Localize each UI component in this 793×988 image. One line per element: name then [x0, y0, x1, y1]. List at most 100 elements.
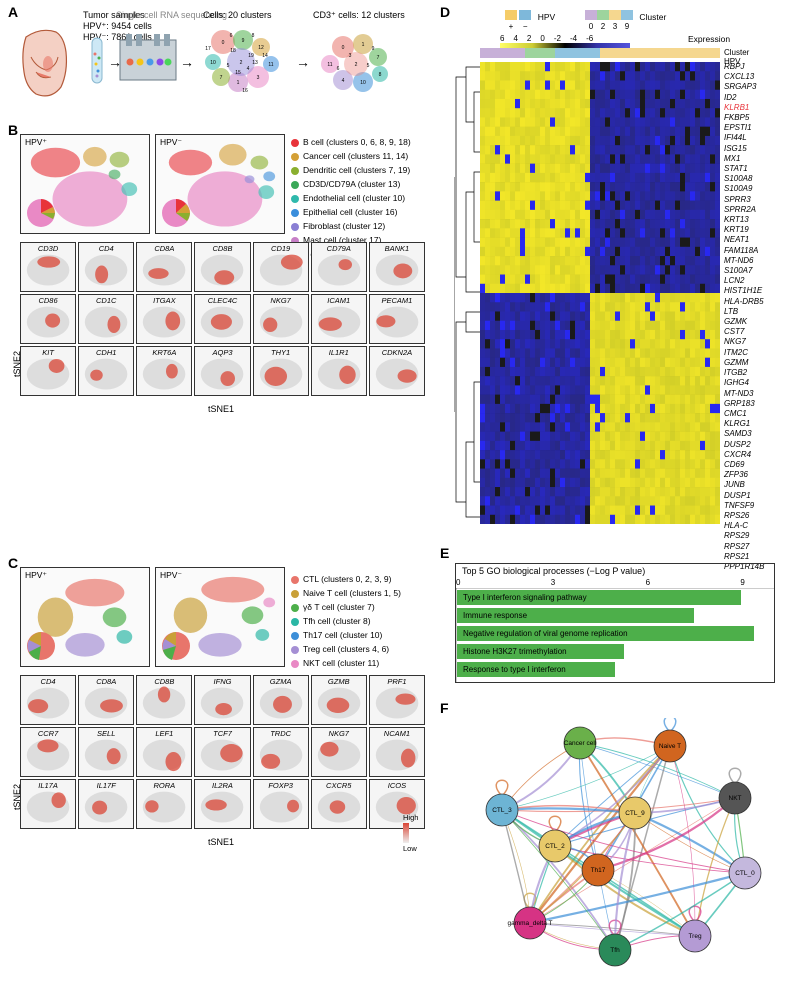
heatmap-gene: SPRR2A	[724, 205, 764, 215]
gene-cell: AQP3	[194, 346, 250, 396]
legend-dot	[291, 209, 299, 217]
gene-cell: IL2RA	[194, 779, 250, 829]
heatmap-gene: CXCL13	[724, 72, 764, 82]
gene-scatter	[137, 780, 191, 826]
network-node-label: Naive T	[659, 743, 681, 750]
cluster-bar-label: Cluster	[724, 48, 749, 57]
y-axis-c: tSNE2	[12, 784, 22, 810]
gene-scatter	[312, 295, 366, 341]
go-bar: Response to type I interferon	[457, 662, 615, 677]
panel-f-label: F	[440, 700, 449, 716]
go-tick: 0	[456, 578, 460, 587]
legend-item: Epithelial cell (cluster 16)	[291, 206, 420, 219]
network-diagram: Cancer cellNaive TNKTCTL_0TregTfhgamma_d…	[460, 718, 770, 973]
svg-text:7: 7	[377, 55, 380, 61]
legend-dot	[291, 618, 299, 626]
svg-text:0: 0	[342, 45, 345, 51]
gene-list: RBPJCXCL13SRGAP3ID2KLRB1FKBP5EPSTI1IFI44…	[724, 62, 764, 572]
hpv-minus: −	[519, 22, 531, 31]
gene-cell: RORA	[136, 779, 192, 829]
gene-cell: CD8B	[194, 242, 250, 292]
expr-tick: -6	[586, 34, 593, 43]
hpv-pos-text: HPV⁺: 9454 cells	[83, 21, 152, 32]
heatmap-gene: DUSP2	[724, 440, 764, 450]
hpv-plus: +	[505, 22, 517, 31]
gene-scatter	[195, 347, 249, 393]
panel-c: C HPV⁺ HPV⁻	[8, 555, 428, 855]
legend-item: Dendritic cell (clusters 7, 19)	[291, 164, 420, 177]
pie-hpv-neg	[160, 197, 192, 229]
svg-text:8: 8	[252, 33, 255, 39]
svg-text:1: 1	[362, 42, 365, 48]
gene-cell: ITGAX	[136, 294, 192, 344]
go-bar: Negative regulation of viral genome repl…	[457, 626, 754, 641]
network-node-label: Th17	[591, 867, 606, 874]
gene-cell: NKG7	[311, 727, 367, 777]
gene-scatter	[21, 347, 75, 393]
network-node-label: CTL_2	[545, 843, 565, 850]
gene-scatter	[312, 780, 366, 826]
legend-dot	[291, 167, 299, 175]
legend-dot	[291, 660, 299, 668]
gene-cell: TRDC	[253, 727, 309, 777]
heatmap-gene: S100A7	[724, 266, 764, 276]
panel-a-label: A	[8, 4, 18, 20]
cluster-swatch	[609, 10, 621, 20]
gene-cell: CD8B	[136, 675, 192, 725]
svg-text:10: 10	[210, 60, 216, 66]
heatmap-gene: ITM2C	[724, 348, 764, 358]
network-node-label: Tfh	[610, 947, 620, 954]
gene-scatter	[21, 728, 75, 774]
legend-label: Fibroblast (cluster 12)	[303, 220, 385, 233]
panel-b: B HPV⁺ HPV⁻	[8, 122, 428, 422]
gene-scatter	[137, 243, 191, 289]
heatmap-gene: MX1	[724, 154, 764, 164]
legend-label: Naive T cell (clusters 1, 5)	[303, 587, 401, 600]
gene-scatter	[195, 243, 249, 289]
heatmap-gene: KLRG1	[724, 419, 764, 429]
gene-cell: CDH1	[78, 346, 134, 396]
gene-cell: BANK1	[369, 242, 425, 292]
tsne-c-hpv-pos: HPV⁺	[20, 567, 150, 667]
gene-scatter	[195, 780, 249, 826]
heatmap-gene: IGHG4	[724, 378, 764, 388]
heatmap-gene: GZMM	[724, 358, 764, 368]
heatmap	[480, 62, 720, 524]
legend-item: Fibroblast (cluster 12)	[291, 220, 420, 233]
heatmap-gene: CMC1	[724, 409, 764, 419]
legend-label: B cell (clusters 0, 6, 8, 9, 18)	[303, 136, 411, 149]
gene-cell: CD19	[253, 242, 309, 292]
network-node-label: Cancer cell	[564, 740, 597, 747]
panel-d: D HPV + − Cluster 0239 6420-2-4-6 Expres…	[440, 4, 785, 534]
heatmap-gene: RPS26	[724, 511, 764, 521]
heatmap-gene: S100A9	[724, 184, 764, 194]
sequencer-icon	[118, 32, 178, 87]
x-axis-b: tSNE1	[208, 404, 234, 414]
panel-c-label: C	[8, 555, 18, 571]
svg-text:17: 17	[205, 46, 211, 52]
dendrogram	[454, 62, 480, 524]
legend-item: B cell (clusters 0, 6, 8, 9, 18)	[291, 136, 420, 149]
expr-low: Low	[403, 844, 431, 853]
svg-text:3: 3	[349, 53, 352, 59]
gene-scatter	[370, 728, 424, 774]
gene-cell: CD3D	[20, 242, 76, 292]
legend-label: γδ T cell (cluster 7)	[303, 601, 375, 614]
legend-item: NKT cell (cluster 11)	[291, 657, 401, 670]
svg-text:7: 7	[220, 75, 223, 81]
gene-grid-b: CD3DCD4CD8ACD8BCD19CD79ABANK1CD86CD1CITG…	[20, 242, 425, 396]
gene-cell: PRF1	[369, 675, 425, 725]
heatmap-gene: EPSTI1	[724, 123, 764, 133]
heatmap-gene: IFI44L	[724, 133, 764, 143]
gene-cell: IL17A	[20, 779, 76, 829]
legend-label: Th17 cell (cluster 10)	[303, 629, 382, 642]
expr-title: Expression	[688, 34, 730, 44]
heatmap-gene: KRT13	[724, 215, 764, 225]
heatmap-gene: NEAT1	[724, 235, 764, 245]
svg-text:1: 1	[237, 80, 240, 86]
gene-scatter	[254, 780, 308, 826]
gene-scatter	[370, 243, 424, 289]
svg-text:4: 4	[342, 78, 345, 84]
tsne-hpv-pos: HPV⁺	[20, 134, 150, 234]
hpv-title: HPV	[538, 12, 555, 22]
